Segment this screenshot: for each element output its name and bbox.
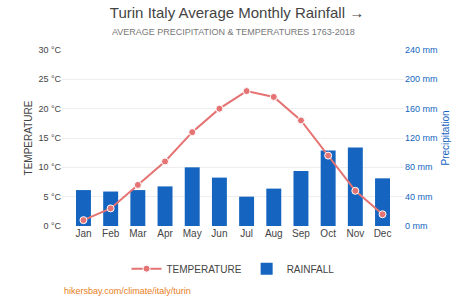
svg-text:Dec: Dec [374,228,392,239]
svg-text:Jul: Jul [240,228,253,239]
svg-text:5 °C: 5 °C [43,192,61,202]
svg-text:40 mm: 40 mm [405,192,433,202]
svg-text:Jan: Jan [75,228,91,239]
svg-text:AVERAGE PRECIPITATION & TEMPER: AVERAGE PRECIPITATION & TEMPERATURES 176… [112,27,355,37]
svg-text:Precipitation: Precipitation [440,110,451,165]
svg-text:Sep: Sep [292,228,310,239]
svg-text:Feb: Feb [102,228,120,239]
svg-text:0 mm: 0 mm [405,221,428,231]
svg-text:May: May [183,228,202,239]
svg-text:25 °C: 25 °C [38,74,61,84]
svg-text:30 °C: 30 °C [38,45,61,55]
svg-text:TEMPERATURE: TEMPERATURE [167,264,242,275]
svg-text:20 °C: 20 °C [38,104,61,114]
svg-text:hikersbay.com/climate/italy/tu: hikersbay.com/climate/italy/turin [64,286,191,296]
svg-text:Apr: Apr [157,228,173,239]
svg-text:240 mm: 240 mm [405,45,438,55]
svg-text:80 mm: 80 mm [405,162,433,172]
svg-text:Turin Italy Average Monthly Ra: Turin Italy Average Monthly Rainfall → [110,4,364,21]
svg-text:Oct: Oct [320,228,336,239]
svg-text:0 °C: 0 °C [43,221,61,231]
svg-text:15 °C: 15 °C [38,133,61,143]
svg-text:Mar: Mar [129,228,147,239]
svg-text:10 °C: 10 °C [38,162,61,172]
svg-text:Nov: Nov [346,228,364,239]
svg-text:Aug: Aug [265,228,283,239]
svg-text:200 mm: 200 mm [405,74,438,84]
svg-text:120 mm: 120 mm [405,133,438,143]
svg-text:TEMPERATURE: TEMPERATURE [23,100,34,175]
svg-text:160 mm: 160 mm [405,104,438,114]
svg-text:RAINFALL: RAINFALL [287,264,335,275]
svg-text:Jun: Jun [211,228,227,239]
